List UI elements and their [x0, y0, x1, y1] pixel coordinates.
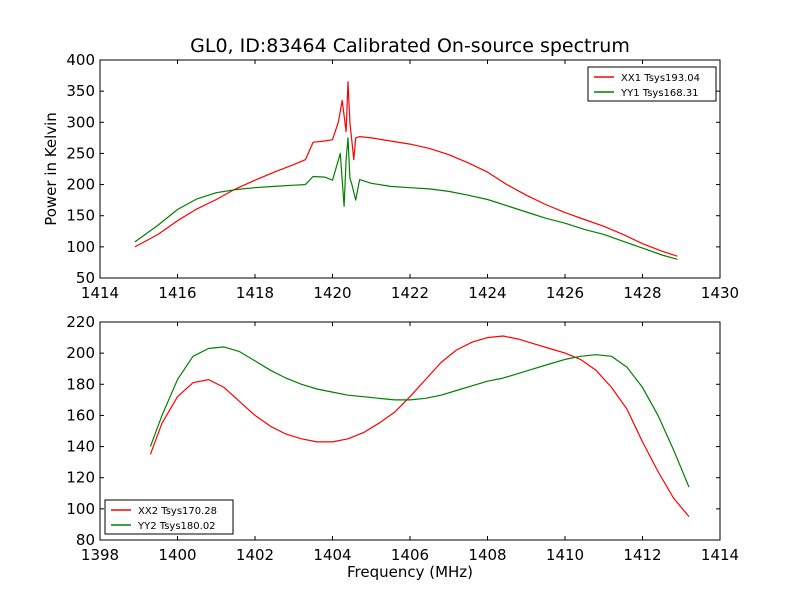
y-tick-label: 300 [66, 113, 95, 131]
x-tick-label: 1424 [468, 284, 506, 302]
y-tick-label: 140 [66, 438, 95, 456]
bottom-panel: 1398 1400 1402 1404 1406 1408 1410 1412 1414 80 10… [66, 313, 739, 564]
y-tick-label: 120 [66, 469, 95, 487]
figure-xlabel: Frequency (MHz) [347, 563, 473, 581]
y-tick-label: 200 [66, 344, 95, 362]
series-line-xx2 [149, 335, 690, 517]
y-tick-label: 100 [66, 500, 95, 518]
top-panel: 1414 1416 1418 1420 1422 1424 1426 1428 1430 50 10… [42, 51, 739, 302]
x-tick-label: 1418 [236, 284, 274, 302]
legend-box [104, 499, 234, 535]
legend-entry: XX1 Tsys193.04 [621, 73, 700, 84]
series-line-yy2 [149, 346, 690, 488]
legend-box [587, 66, 717, 102]
x-tick-label: 1420 [313, 284, 351, 302]
y-axis-label: Power in Kelvin [42, 112, 60, 226]
x-tick-label: 1410 [546, 546, 584, 564]
y-tick-label: 150 [66, 207, 95, 225]
x-tick-label: 1412 [623, 546, 661, 564]
y-tick-label: 350 [66, 82, 95, 100]
y-tick-label: 400 [66, 51, 95, 69]
y-tick-label: 200 [66, 176, 95, 194]
y-tick-label: 50 [76, 269, 95, 287]
y-tick-label: 80 [76, 531, 95, 549]
y-tick-label: 220 [66, 313, 95, 331]
legend-entry: XX2 Tsys170.28 [138, 506, 217, 517]
y-tick-label: 160 [66, 406, 95, 424]
x-tick-label: 1430 [701, 284, 739, 302]
x-tick-label: 1428 [623, 284, 661, 302]
x-tick-label: 1402 [236, 546, 274, 564]
x-tick-label: 1406 [391, 546, 429, 564]
x-tick-label: 1414 [701, 546, 739, 564]
y-tick-label: 250 [66, 144, 95, 162]
x-tick-label: 1426 [546, 284, 584, 302]
x-tick-label: 1400 [158, 546, 196, 564]
y-tick-label: 100 [66, 238, 95, 256]
series-line-xx1 [134, 81, 678, 257]
x-tick-label: 1408 [468, 546, 506, 564]
x-tick-label: 1404 [313, 546, 351, 564]
x-tick-label: 1414 [81, 284, 119, 302]
figure-title: GL0, ID:83464 Calibrated On-source spect… [190, 35, 630, 57]
y-tick-label: 180 [66, 375, 95, 393]
legend-entry: YY1 Tsys168.31 [620, 88, 699, 99]
x-tick-label: 1416 [158, 284, 196, 302]
x-tick-label: 1398 [81, 546, 119, 564]
legend-entry: YY2 Tsys180.02 [137, 521, 216, 532]
series-line-yy1 [134, 137, 678, 260]
x-tick-label: 1422 [391, 284, 429, 302]
